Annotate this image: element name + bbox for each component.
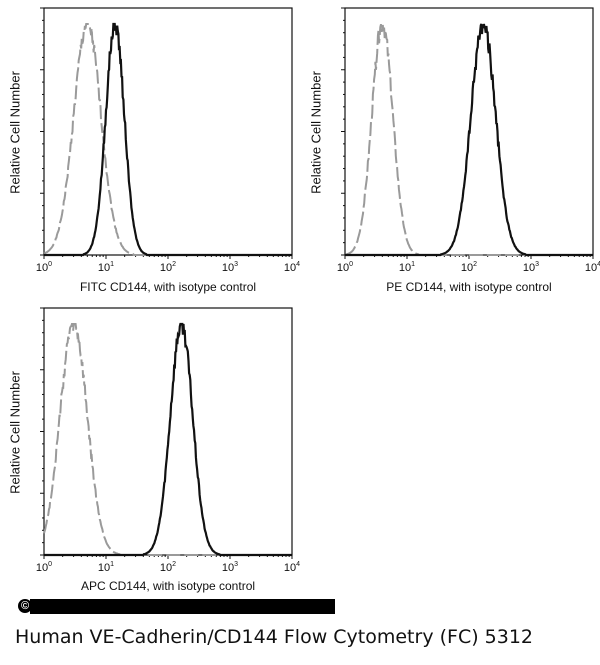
- plot-pe: 100 101 102 103 104: [337, 7, 600, 274]
- x-tick-label: 100: [36, 261, 52, 274]
- plot-frame: [43, 307, 293, 556]
- redaction-bar: [30, 598, 335, 614]
- x-tick-label: 104: [284, 261, 300, 274]
- histogram-apc: 100 101 102 103 104 Relative Cell Number APC…: [0, 300, 300, 600]
- x-tick-label: 102: [160, 261, 176, 274]
- x-tick-label: 101: [98, 261, 114, 274]
- histogram-pe: 100 101 102 103 104 Relative Cell Number PE …: [301, 0, 600, 300]
- x-axis-label: PE CD144, with isotype control: [386, 280, 552, 294]
- cd144-curve: [44, 322, 292, 557]
- x-tick-label: 100: [337, 261, 353, 274]
- x-tick-label: 101: [98, 561, 114, 574]
- plot-apc: 100 101 102 103 104: [36, 307, 300, 574]
- x-tick-label: 102: [461, 261, 477, 274]
- isotype-control-curve: [43, 23, 292, 256]
- y-axis-label: Relative Cell Number: [7, 71, 23, 194]
- x-tick-label: 103: [523, 261, 539, 274]
- y-axis-label: Relative Cell Number: [7, 371, 23, 494]
- x-axis-label: APC CD144, with isotype control: [80, 579, 256, 593]
- x-tick-label: 100: [36, 561, 52, 574]
- y-axis-label: Relative Cell Number: [308, 71, 324, 194]
- copyright-symbol: ©: [18, 599, 32, 613]
- plot-fitc: 100 101 102 103 104: [36, 7, 300, 274]
- cd144-curve: [44, 22, 292, 257]
- histogram-fitc: 100 101 102 103 104 Relative Cell Number FIT…: [0, 0, 300, 300]
- x-axis-label: FITC CD144, with isotype control: [79, 280, 257, 294]
- x-tick-label: 102: [160, 561, 176, 574]
- x-tick-label: 104: [284, 561, 300, 574]
- x-tick-label: 103: [222, 561, 238, 574]
- x-tick-label: 103: [222, 261, 238, 274]
- copyright-notice: ©: [18, 598, 335, 614]
- x-tick-label: 104: [585, 261, 600, 274]
- cd144-curve: [345, 23, 593, 257]
- x-tick-label: 101: [399, 261, 415, 274]
- figure-caption: Human VE-Cadherin/CD144 Flow Cytometry (…: [15, 626, 534, 648]
